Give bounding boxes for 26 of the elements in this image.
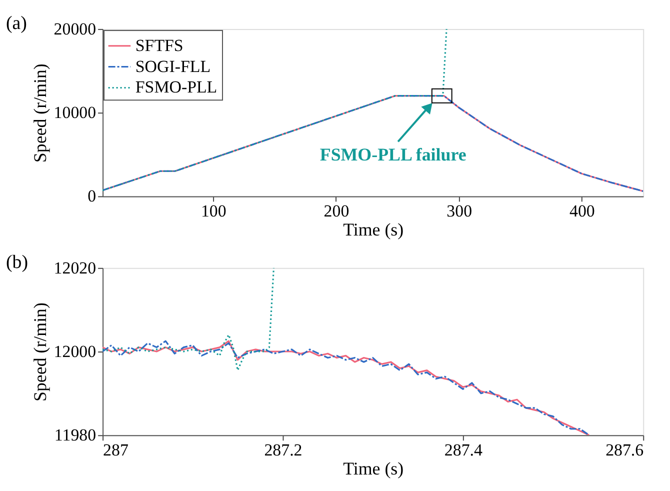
line-series [102,268,275,372]
y-tick-label: 20000 [54,19,96,38]
annotation: FSMO-PLL failure [320,144,466,165]
legend-label: SFTFS [135,36,184,55]
x-tick-label: 400 [570,202,595,221]
x-axis-title: Time (s) [343,458,404,478]
y-tick-label: 12000 [54,342,96,361]
text: (b) [6,252,28,273]
x-tick-label: 287.2 [264,440,302,460]
line-series [102,340,590,436]
x-tick-label: 287 [103,440,128,460]
x-tick-label: 100 [200,202,226,221]
x-tick-label: 287.4 [444,440,483,460]
legend-label: SOGI-FLL [135,56,211,76]
y-tick-label: 11980 [54,426,96,445]
text: (a) [6,12,27,34]
y-tick-label: 10000 [54,103,96,122]
x-tick-label: 300 [446,202,472,221]
y-axis-title: Speed (r/min) [30,64,50,163]
x-tick-label: 200 [324,202,350,221]
y-tick-label: 0 [88,186,96,206]
legend-label: FSMO-PLL [135,78,218,97]
y-axis-title: Speed (r/min) [30,302,50,402]
x-axis-title: Time (s) [343,220,404,240]
y-tick-label: 12020 [54,258,96,278]
x-tick-label: 287.6 [606,440,644,460]
